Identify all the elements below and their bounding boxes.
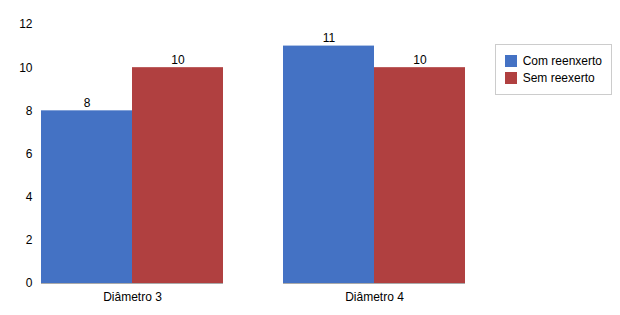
svg-text:Diâmetro 3: Diâmetro 3 <box>103 290 162 304</box>
svg-text:6: 6 <box>26 147 33 161</box>
svg-text:4: 4 <box>26 190 33 204</box>
html-text:Com reenxerto: Com reenxerto <box>522 54 602 68</box>
svg-text:8: 8 <box>26 104 33 118</box>
svg-text:10: 10 <box>413 53 427 67</box>
svg-text:10: 10 <box>171 53 185 67</box>
svg-text:10: 10 <box>19 61 33 75</box>
html-text:Sem reexerto: Sem reexerto <box>522 71 595 85</box>
svg-text:2: 2 <box>26 233 33 247</box>
svg-text:8: 8 <box>84 96 91 110</box>
svg-text:12: 12 <box>19 17 33 31</box>
svg-text:0: 0 <box>26 276 33 290</box>
svg-text:11: 11 <box>323 31 336 45</box>
svg-text:Diâmetro 4: Diâmetro 4 <box>345 290 404 304</box>
